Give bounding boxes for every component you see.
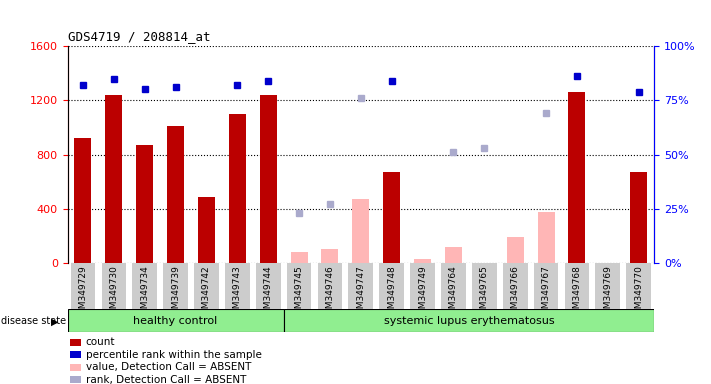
Bar — [383, 172, 400, 263]
Text: GSM349744: GSM349744 — [264, 265, 273, 320]
Bar — [70, 364, 81, 371]
Bar — [260, 95, 277, 263]
Bar — [75, 138, 92, 263]
Bar — [284, 309, 654, 332]
Bar — [503, 263, 528, 309]
Text: GSM349734: GSM349734 — [140, 265, 149, 320]
Bar — [630, 172, 647, 263]
Text: GSM349769: GSM349769 — [604, 265, 612, 320]
Text: GSM349766: GSM349766 — [510, 265, 520, 320]
Bar — [291, 252, 308, 263]
Text: GSM349764: GSM349764 — [449, 265, 458, 320]
Bar — [538, 212, 555, 263]
Text: GSM349743: GSM349743 — [232, 265, 242, 320]
Text: count: count — [86, 337, 115, 347]
Text: GSM349767: GSM349767 — [542, 265, 550, 320]
Bar — [410, 263, 435, 309]
Bar — [565, 263, 589, 309]
Text: GDS4719 / 208814_at: GDS4719 / 208814_at — [68, 30, 210, 43]
Bar — [507, 237, 524, 263]
Text: GSM349729: GSM349729 — [78, 265, 87, 320]
Bar — [167, 126, 184, 263]
Text: healthy control: healthy control — [134, 316, 218, 326]
Bar — [70, 351, 81, 358]
Text: disease state: disease state — [1, 316, 66, 326]
Text: value, Detection Call = ABSENT: value, Detection Call = ABSENT — [86, 362, 251, 372]
Bar — [225, 263, 250, 309]
Bar — [164, 263, 188, 309]
Text: GSM349765: GSM349765 — [480, 265, 489, 320]
Bar — [287, 263, 311, 309]
Text: GSM349768: GSM349768 — [572, 265, 582, 320]
Text: ▶: ▶ — [50, 316, 58, 326]
Bar — [380, 263, 404, 309]
Bar — [534, 263, 558, 309]
Bar — [229, 114, 246, 263]
Bar — [472, 263, 497, 309]
Bar — [70, 263, 95, 309]
Text: GSM349749: GSM349749 — [418, 265, 427, 320]
Text: GSM349746: GSM349746 — [326, 265, 334, 320]
Text: rank, Detection Call = ABSENT: rank, Detection Call = ABSENT — [86, 374, 246, 384]
Text: GSM349745: GSM349745 — [294, 265, 304, 320]
Text: GSM349748: GSM349748 — [387, 265, 396, 320]
Bar — [256, 263, 281, 309]
Text: systemic lupus erythematosus: systemic lupus erythematosus — [383, 316, 554, 326]
Bar — [348, 263, 373, 309]
Bar — [102, 263, 127, 309]
Bar — [132, 263, 157, 309]
Bar — [198, 197, 215, 263]
Bar — [441, 263, 466, 309]
Text: GSM349739: GSM349739 — [171, 265, 180, 320]
Bar — [596, 263, 620, 309]
Bar — [569, 92, 585, 263]
Text: GSM349770: GSM349770 — [634, 265, 643, 320]
Bar — [321, 250, 338, 263]
Bar — [414, 259, 431, 263]
Bar — [70, 376, 81, 383]
Text: percentile rank within the sample: percentile rank within the sample — [86, 349, 262, 359]
Bar — [105, 95, 122, 263]
Bar — [445, 247, 462, 263]
Bar — [137, 145, 153, 263]
Text: GSM349730: GSM349730 — [109, 265, 118, 320]
Bar — [353, 199, 369, 263]
Text: GSM349742: GSM349742 — [202, 265, 211, 320]
Text: GSM349747: GSM349747 — [356, 265, 365, 320]
Bar — [194, 263, 219, 309]
Bar — [318, 263, 342, 309]
Bar — [70, 339, 81, 346]
Bar — [68, 309, 284, 332]
Bar — [626, 263, 651, 309]
